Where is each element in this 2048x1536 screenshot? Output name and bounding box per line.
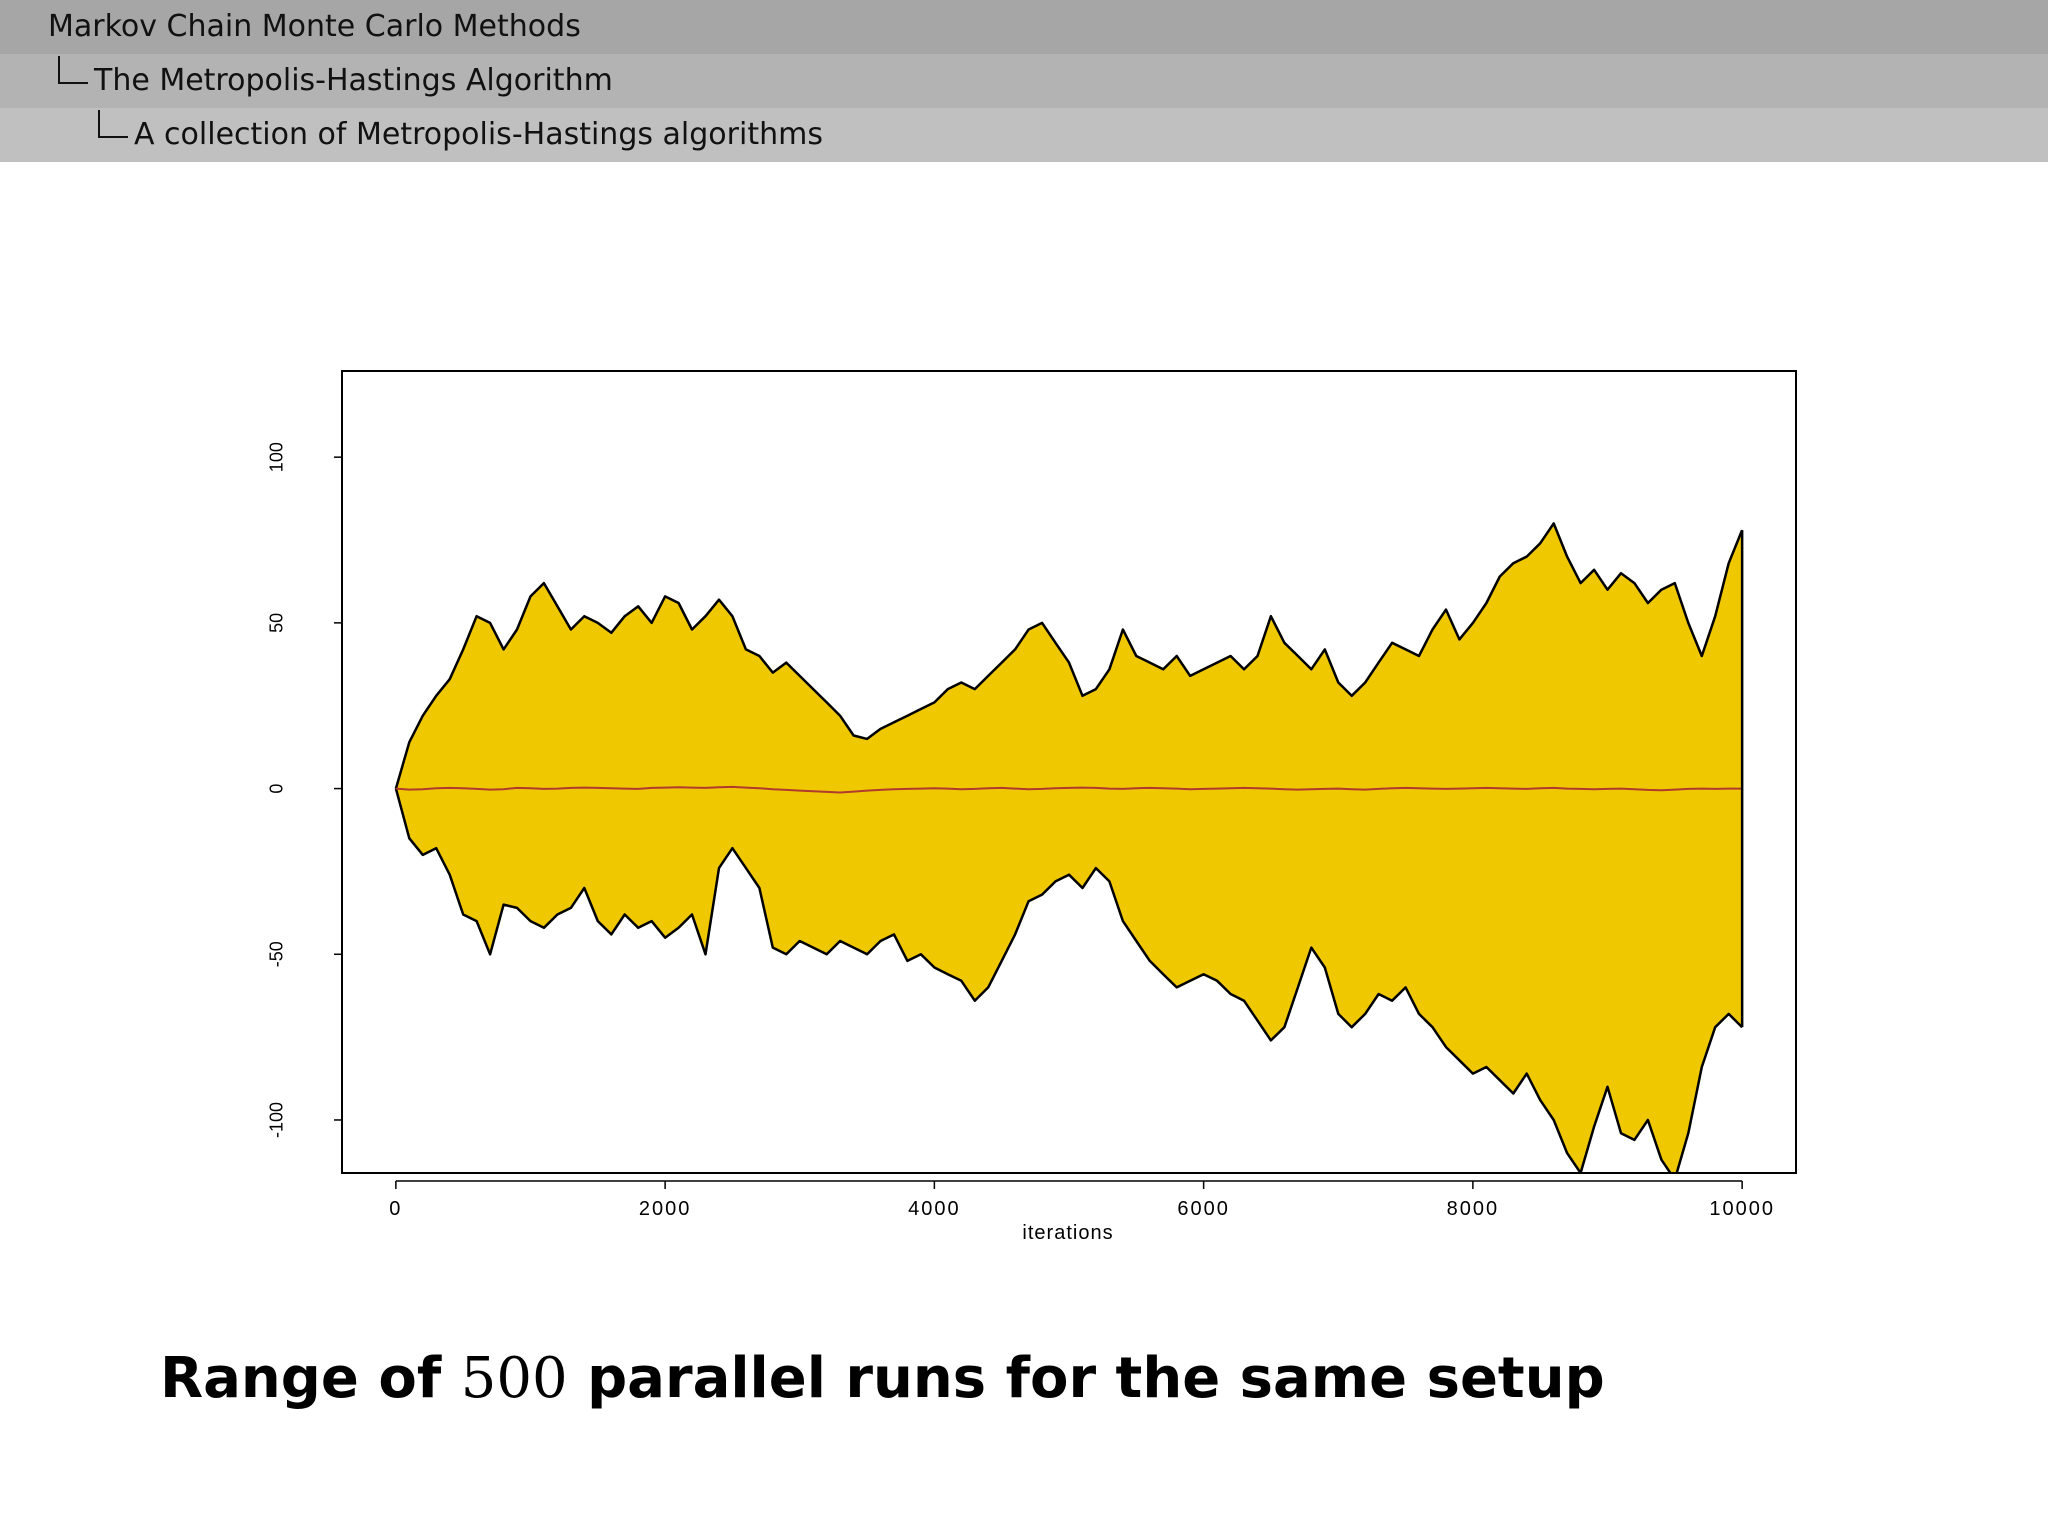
slide-caption: Range of 500 parallel runs for the same …: [160, 1346, 1605, 1411]
y-tick-label: 100: [267, 442, 287, 472]
tree-connector-icon: [98, 110, 128, 138]
caption-number: 500: [460, 1346, 568, 1411]
x-tick-label: 10000: [1709, 1198, 1775, 1220]
x-axis: 0 2000 4000 6000 8000 10000: [389, 1180, 1775, 1220]
y-tick-label: 0: [267, 784, 287, 794]
y-axis: -100 -50 0 50 100: [267, 442, 342, 1138]
breadcrumb-level1[interactable]: Markov Chain Monte Carlo Methods: [0, 0, 2048, 54]
upper-envelope-line: [394, 522, 1744, 789]
breadcrumb-level1-label: Markov Chain Monte Carlo Methods: [48, 9, 581, 44]
x-tick-label: 6000: [1177, 1198, 1230, 1220]
x-tick-label: 2000: [639, 1198, 692, 1220]
y-tick-label: -50: [267, 941, 287, 967]
caption-prefix: Range of: [160, 1346, 442, 1411]
tree-connector-icon: [58, 56, 88, 84]
lower-envelope-line: [394, 788, 1743, 1173]
x-tick-label: 0: [389, 1198, 402, 1220]
breadcrumb-level3-label: A collection of Metropolis-Hastings algo…: [134, 117, 823, 152]
breadcrumb-level2-label: The Metropolis-Hastings Algorithm: [94, 63, 613, 98]
breadcrumb-level3[interactable]: A collection of Metropolis-Hastings algo…: [0, 108, 2048, 162]
x-tick-label: 4000: [908, 1198, 961, 1220]
mean-line: [395, 785, 1743, 794]
x-axis-title: iterations: [1022, 1222, 1113, 1244]
x-tick-label: 8000: [1447, 1198, 1500, 1220]
plot-frame: [341, 370, 1797, 1174]
y-tick-label: -100: [267, 1102, 287, 1138]
range-band-fill: [395, 523, 1743, 1173]
caption-suffix: parallel runs for the same setup: [587, 1346, 1605, 1411]
y-tick-label: 50: [267, 613, 287, 633]
breadcrumb-level2[interactable]: The Metropolis-Hastings Algorithm: [0, 54, 2048, 108]
